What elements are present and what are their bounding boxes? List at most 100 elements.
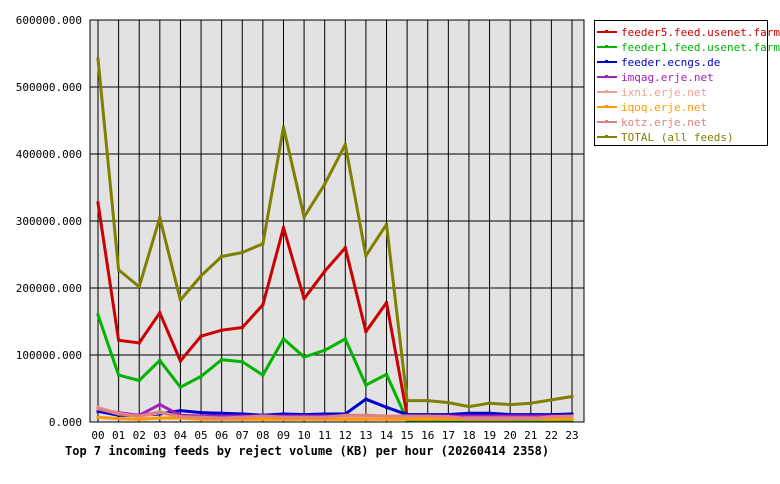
x-tick-label: 23 xyxy=(565,429,578,442)
data-point xyxy=(385,301,389,305)
data-point xyxy=(343,143,347,147)
x-tick-label: 17 xyxy=(442,429,455,442)
data-point xyxy=(240,250,244,254)
x-tick-label: 10 xyxy=(297,429,310,442)
data-point xyxy=(364,330,368,334)
legend-item: feeder1.feed.usenet.farm xyxy=(597,40,780,55)
data-point xyxy=(220,414,224,418)
data-point xyxy=(446,401,450,405)
data-point xyxy=(426,417,430,421)
legend-item: TOTAL (all feeds) xyxy=(597,130,734,145)
data-point xyxy=(137,285,141,289)
data-point xyxy=(199,411,203,415)
data-point xyxy=(261,373,265,377)
x-tick-label: 05 xyxy=(194,429,207,442)
data-point xyxy=(343,337,347,341)
y-tick-label: 0.000 xyxy=(49,416,82,429)
data-point xyxy=(405,399,409,403)
data-point xyxy=(240,360,244,364)
data-point xyxy=(220,328,224,332)
y-axis-ticks: 0.000 100000.000 200000.000 300000.000 40000… xyxy=(16,14,82,429)
data-point xyxy=(529,401,533,405)
data-point xyxy=(261,242,265,246)
data-point xyxy=(158,358,162,362)
legend-swatch xyxy=(597,45,617,48)
data-point xyxy=(467,414,471,418)
legend-label: ixni.erje.net xyxy=(621,86,708,99)
data-point xyxy=(405,414,409,418)
data-point xyxy=(549,398,553,402)
data-point xyxy=(508,417,512,421)
legend-label: kotz.erje.net xyxy=(621,116,708,129)
legend-label: TOTAL (all feeds) xyxy=(621,131,734,144)
legend-label: feeder5.feed.usenet.farm xyxy=(621,26,780,39)
data-point xyxy=(508,403,512,407)
data-point xyxy=(385,372,389,376)
x-tick-label: 04 xyxy=(174,429,188,442)
data-point xyxy=(343,413,347,417)
data-point xyxy=(158,416,162,420)
data-point xyxy=(96,313,100,317)
series-kotz-erje-net xyxy=(96,407,574,421)
data-point xyxy=(117,338,121,342)
data-point xyxy=(488,417,492,421)
data-point xyxy=(323,182,327,186)
data-point xyxy=(96,57,100,61)
y-tick-label: 400000.000 xyxy=(16,148,82,161)
data-point xyxy=(302,215,306,219)
data-point xyxy=(323,269,327,273)
legend-label: imqag.erje.net xyxy=(621,71,714,84)
data-point xyxy=(302,297,306,301)
data-point xyxy=(281,226,285,230)
legend-label: iqoq.erje.net xyxy=(621,101,708,114)
x-axis-ticks: 00 01 02 03 04 05 06 07 08 09 10 11 12 13 14 15 16 17 18 19… xyxy=(91,429,578,442)
legend-item: feeder.ecngs.de xyxy=(597,55,720,70)
data-point xyxy=(261,303,265,307)
data-point xyxy=(385,414,389,418)
data-point xyxy=(158,410,162,414)
data-point xyxy=(467,411,471,415)
x-tick-label: 22 xyxy=(545,429,558,442)
legend-swatch xyxy=(597,75,617,78)
data-point xyxy=(385,222,389,226)
x-tick-label: 19 xyxy=(483,429,496,442)
legend-swatch xyxy=(597,135,617,138)
data-point xyxy=(323,348,327,352)
data-point xyxy=(446,415,450,419)
data-point xyxy=(117,417,121,421)
data-point xyxy=(137,417,141,421)
data-point xyxy=(281,412,285,416)
data-point xyxy=(220,411,224,415)
data-point xyxy=(343,417,347,421)
data-point xyxy=(446,417,450,421)
grid xyxy=(90,19,584,423)
data-point xyxy=(467,417,471,421)
data-point xyxy=(364,383,368,387)
data-point xyxy=(281,417,285,421)
data-point xyxy=(137,414,141,418)
x-tick-label: 18 xyxy=(462,429,475,442)
data-point xyxy=(364,417,368,421)
x-tick-label: 21 xyxy=(524,429,537,442)
data-point xyxy=(488,414,492,418)
data-point xyxy=(96,409,100,413)
data-point xyxy=(96,407,100,411)
data-point xyxy=(261,417,265,421)
y-tick-label: 100000.000 xyxy=(16,349,82,362)
legend-swatch xyxy=(597,30,617,33)
data-point xyxy=(178,359,182,363)
series-total-all-feeds- xyxy=(96,57,574,409)
x-tick-label: 13 xyxy=(359,429,372,442)
x-tick-label: 00 xyxy=(91,429,104,442)
data-point xyxy=(549,415,553,419)
legend-swatch xyxy=(597,60,617,63)
data-point xyxy=(96,201,100,205)
legend-label: feeder1.feed.usenet.farm xyxy=(621,41,780,54)
y-tick-label: 600000.000 xyxy=(16,14,82,27)
data-point xyxy=(96,415,100,419)
x-tick-label: 16 xyxy=(421,429,434,442)
x-tick-label: 09 xyxy=(277,429,290,442)
data-point xyxy=(302,415,306,419)
data-point xyxy=(240,417,244,421)
